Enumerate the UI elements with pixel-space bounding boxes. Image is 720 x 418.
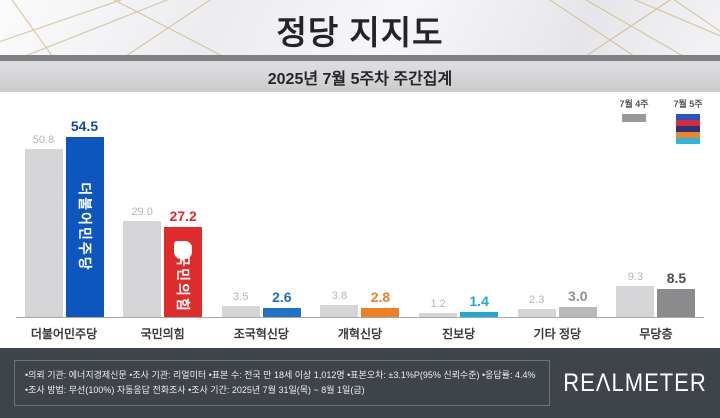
curr-week-bar-3 bbox=[361, 307, 400, 317]
prev-week-bar-1 bbox=[123, 221, 162, 317]
gold-lines-decoration bbox=[0, 0, 720, 55]
bar-group-3: 3.8 2.8 bbox=[312, 289, 408, 317]
curr-week-bar-col-1: 27.2 국민의힘 bbox=[164, 208, 203, 317]
prev-value-label-2: 3.5 bbox=[233, 290, 249, 303]
bar-group-6: 9.3 8.5 bbox=[608, 270, 704, 317]
party-logo-mark-1 bbox=[174, 241, 193, 260]
prev-value-label-1: 29.0 bbox=[131, 206, 153, 219]
legend-stripe-4 bbox=[676, 138, 700, 144]
curr-week-bar-1: 국민의힘 bbox=[164, 227, 203, 317]
bar-group-2: 3.5 2.6 bbox=[213, 289, 309, 317]
curr-value-label-3: 2.8 bbox=[370, 288, 391, 305]
prev-value-label-5: 2.3 bbox=[529, 294, 545, 307]
party-logo-text-1: 국민의힘 bbox=[175, 253, 192, 313]
category-label-5: 기타 정당 bbox=[533, 327, 582, 341]
category-label-6: 무당층 bbox=[639, 327, 673, 341]
prev-value-label-4: 1.2 bbox=[430, 298, 446, 310]
legend-stripe-0 bbox=[676, 114, 700, 120]
page-subtitle: 2025년 7월 5주차 주간집계 bbox=[267, 70, 453, 88]
curr-week-bar-5 bbox=[558, 307, 597, 317]
bar-group-5: 2.3 3.0 bbox=[509, 288, 605, 317]
curr-value-label-4: 1.4 bbox=[469, 293, 489, 310]
subtitle-band: 2025년 7월 5주차 주간집계 bbox=[0, 61, 720, 92]
legend-stripe-3 bbox=[676, 132, 700, 138]
bar-group-0: 50.8 54.5 더불어민주당 bbox=[16, 118, 112, 317]
prev-week-bar-col-6: 9.3 bbox=[616, 271, 655, 317]
legend-swatch-curr-week bbox=[676, 114, 700, 144]
category-label-3: 개혁신당 bbox=[337, 327, 383, 341]
legend-swatch-prev-week bbox=[622, 114, 646, 122]
curr-week-bar-0: 더불어민주당 bbox=[65, 137, 104, 317]
curr-week-bar-col-3: 2.8 bbox=[361, 288, 400, 317]
category-label-1: 국민의힘 bbox=[140, 327, 185, 341]
prev-value-label-6: 9.3 bbox=[627, 271, 644, 284]
survey-info-box: •의뢰 기관: 에너지경제신문 •조사 기관: 리얼미터 •표본 수: 전국 만… bbox=[14, 360, 550, 406]
curr-value-label-6: 8.5 bbox=[666, 270, 687, 286]
category-label-4: 진보당 bbox=[442, 327, 476, 341]
prev-week-bar-col-0: 50.8 bbox=[24, 134, 63, 317]
curr-value-label-2: 2.6 bbox=[272, 289, 292, 306]
legend-stripe-2 bbox=[676, 126, 700, 132]
prev-value-label-3: 3.8 bbox=[331, 289, 348, 302]
bar-chart: 7월 4주 7월 5주 50.8 54.5 더불어민주당 29.0 27.2 국민의힘 3.… bbox=[0, 92, 720, 348]
curr-week-bar-2 bbox=[262, 308, 301, 317]
bar-group-4: 1.2 1.4 bbox=[411, 293, 507, 317]
bar-plot: 50.8 54.5 더불어민주당 29.0 27.2 국민의힘 3.5 2.6 3.8 2.8 1.… bbox=[16, 118, 704, 318]
category-label-row: 더불어민주당 국민의힘 조국혁신당 개혁신당 진보당 기타 정당 무당층 bbox=[16, 325, 704, 342]
curr-week-bar-col-6: 8.5 bbox=[657, 270, 696, 317]
curr-value-label-1: 27.2 bbox=[169, 208, 197, 225]
party-logo-text-0: 더불어민주당 bbox=[76, 182, 93, 272]
legend-label-curr-week: 7월 5주 bbox=[673, 99, 703, 109]
bar-group-1: 29.0 27.2 국민의힘 bbox=[115, 206, 211, 317]
curr-week-bar-col-0: 54.5 더불어민주당 bbox=[65, 118, 104, 317]
survey-info-line-1: •의뢰 기관: 에너지경제신문 •조사 기관: 리얼미터 •표본 수: 전국 만… bbox=[25, 370, 536, 380]
prev-week-bar-2 bbox=[221, 305, 260, 317]
header: 정당 지지도 bbox=[0, 0, 720, 55]
curr-value-label-5: 3.0 bbox=[568, 288, 588, 305]
category-label-0: 더불어민주당 bbox=[30, 327, 98, 341]
prev-week-bar-0 bbox=[24, 149, 63, 317]
prev-week-bar-5 bbox=[517, 309, 556, 317]
prev-week-bar-col-5: 2.3 bbox=[517, 294, 556, 317]
curr-week-bar-4 bbox=[460, 312, 499, 317]
prev-week-bar-3 bbox=[320, 304, 359, 317]
footer: •의뢰 기관: 에너지경제신문 •조사 기관: 리얼미터 •표본 수: 전국 만… bbox=[0, 348, 720, 418]
prev-week-bar-col-4: 1.2 bbox=[419, 298, 458, 317]
prev-week-bar-col-1: 29.0 bbox=[123, 206, 162, 317]
curr-week-bar-col-5: 3.0 bbox=[558, 288, 597, 317]
curr-value-label-0: 54.5 bbox=[70, 118, 99, 135]
prev-week-bar-col-3: 3.8 bbox=[320, 289, 359, 317]
legend-stripe-1 bbox=[676, 120, 700, 126]
prev-week-bar-6 bbox=[616, 286, 655, 317]
prev-value-label-0: 50.8 bbox=[32, 134, 55, 147]
legend-label-prev-week: 7월 4주 bbox=[619, 99, 649, 109]
legend-item-curr-week: 7월 5주 bbox=[668, 97, 708, 144]
page-title: 정당 지지도 bbox=[276, 14, 444, 51]
chart-legend: 7월 4주 7월 5주 bbox=[614, 97, 708, 144]
header-divider bbox=[0, 55, 720, 61]
prev-week-bar-col-2: 3.5 bbox=[221, 290, 260, 317]
survey-info-line-2: •조사 방법: 무선(100%) 자동응답 전화조사 •조사 기간: 2025년… bbox=[25, 385, 365, 395]
curr-week-bar-col-2: 2.6 bbox=[262, 289, 301, 317]
curr-week-bar-6 bbox=[657, 289, 696, 317]
legend-item-prev-week: 7월 4주 bbox=[614, 97, 654, 144]
curr-week-bar-col-4: 1.4 bbox=[460, 293, 499, 317]
category-label-2: 조국혁신당 bbox=[233, 327, 289, 341]
realmeter-logo: REΛLMETER bbox=[563, 368, 707, 397]
prev-week-bar-4 bbox=[419, 313, 458, 317]
